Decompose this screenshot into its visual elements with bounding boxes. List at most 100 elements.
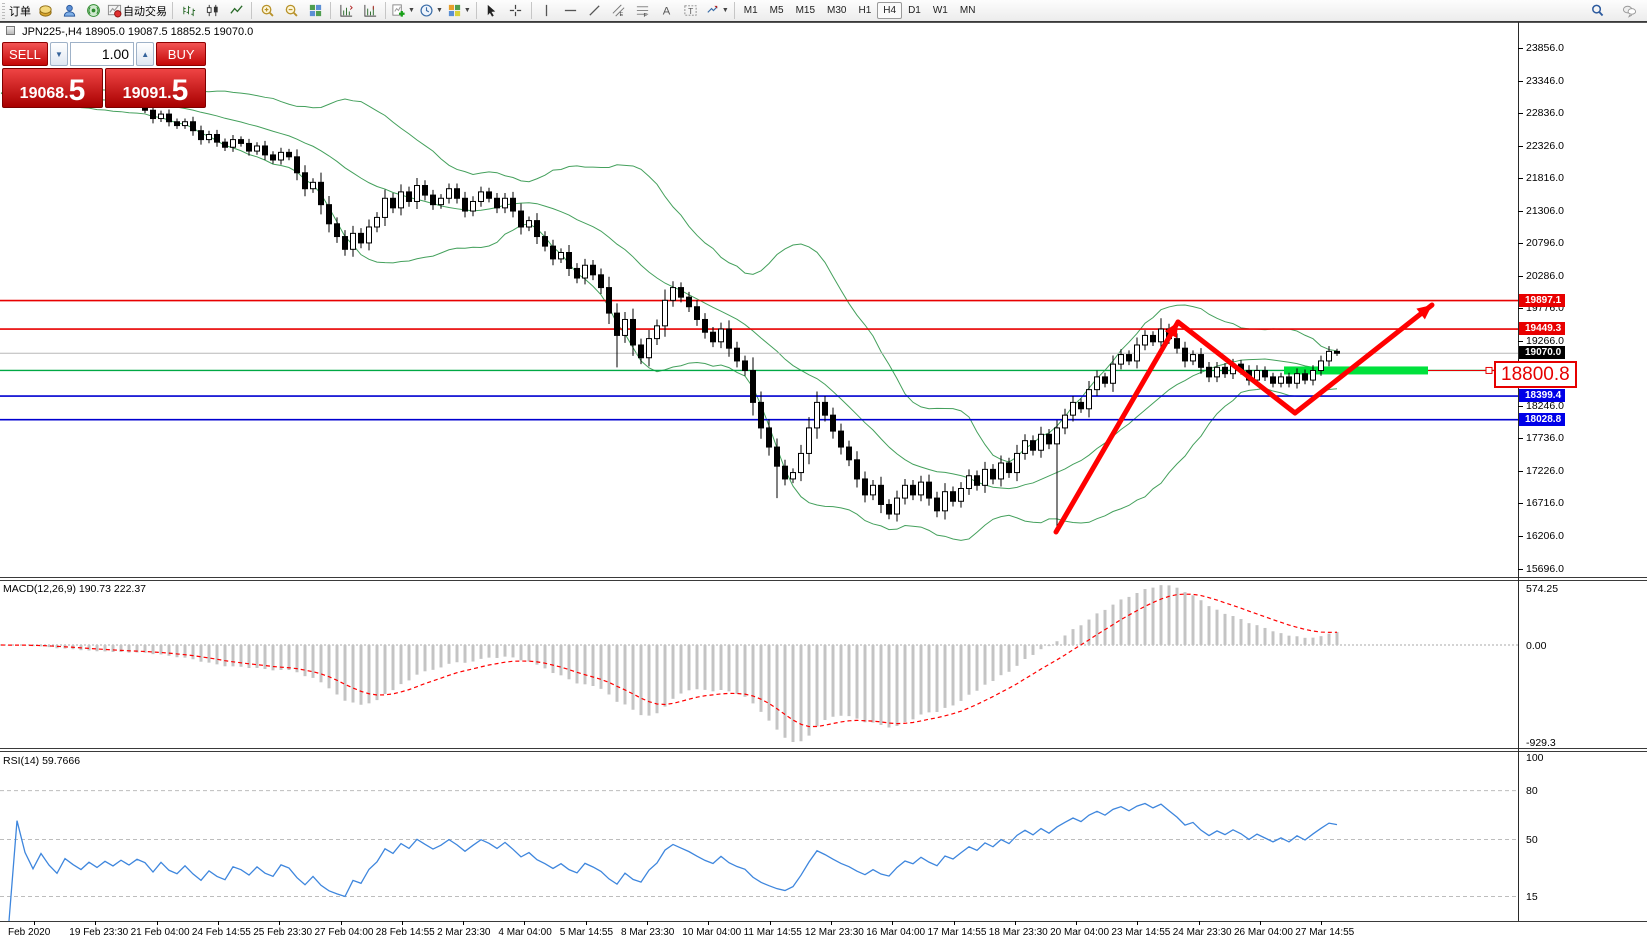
zoom-in-button[interactable]	[255, 1, 279, 20]
time-tick-mark	[340, 921, 342, 925]
price-tick: 18246.0	[1526, 399, 1564, 412]
toolbar-divider	[0, 21, 1647, 22]
label-button[interactable]: T	[679, 1, 703, 20]
price-tick: 19266.0	[1526, 334, 1564, 347]
price-tick-mark	[1518, 178, 1523, 180]
order-button[interactable]: 订单	[7, 1, 33, 20]
price-tick: 23346.0	[1526, 74, 1564, 87]
toolbar-separator	[172, 2, 173, 19]
macd-histogram	[7, 585, 1339, 742]
timeframe-m5[interactable]: M5	[769, 5, 784, 16]
support-highlight-bar[interactable]	[1284, 366, 1428, 375]
trend-arrows[interactable]	[1164, 305, 1432, 338]
sell-price-main: 19068	[19, 85, 65, 102]
time-label: 24 Feb 14:55	[191, 927, 251, 938]
time-tick-mark	[830, 921, 832, 925]
clock-icon	[419, 3, 434, 18]
timeframe-mn[interactable]: MN	[959, 5, 976, 16]
vertical-line-button[interactable]	[535, 1, 559, 20]
price-callout-18800[interactable]: 18800.8	[1494, 361, 1577, 388]
price-tick: 15696.0	[1526, 562, 1564, 575]
price-tick: 16716.0	[1526, 497, 1564, 510]
channel-icon: E	[611, 3, 626, 18]
templates-button[interactable]: ▼	[445, 1, 473, 20]
channel-button[interactable]: E	[607, 1, 631, 20]
price-tick: 17736.0	[1526, 432, 1564, 445]
dropdown-caret-icon[interactable]: ▼	[463, 7, 471, 14]
autotrade-button[interactable]: 自动交易	[105, 1, 169, 20]
price-tick: 21816.0	[1526, 172, 1564, 185]
periods-button[interactable]: ▼	[417, 1, 445, 20]
signals-button[interactable]	[81, 1, 105, 20]
time-tick-mark	[524, 921, 526, 925]
dropdown-caret-icon[interactable]: ▼	[435, 7, 443, 14]
new-chart-icon	[391, 3, 406, 18]
price-tick-mark	[1518, 568, 1523, 570]
timeframe-w1[interactable]: W1	[932, 5, 948, 16]
callout-anchor	[1485, 366, 1493, 374]
timeframe-d1[interactable]: D1	[908, 5, 921, 16]
candle-chart-button[interactable]	[200, 1, 224, 20]
sell-price-pip: 5	[68, 74, 86, 107]
time-label: 4 Mar 04:00	[498, 927, 552, 938]
deposit-icon-button[interactable]	[33, 1, 57, 20]
indicator-window2-button[interactable]	[358, 1, 382, 20]
time-tick-mark	[1321, 921, 1323, 925]
bar-chart-button[interactable]	[176, 1, 200, 20]
time-label: 8 Mar 23:30	[621, 927, 675, 938]
trendline-button[interactable]	[583, 1, 607, 20]
shapes-button[interactable]: ▼	[703, 1, 731, 20]
zoom-out-button[interactable]	[279, 1, 303, 20]
timeframe-h1[interactable]: H1	[858, 5, 872, 16]
search-button[interactable]	[1585, 1, 1609, 20]
time-label: 25 Feb 23:30	[253, 927, 313, 938]
timeframe-m1[interactable]: M1	[743, 5, 758, 16]
price-level-label-18399.4: 18399.4	[1519, 389, 1566, 403]
volume-increase-button[interactable]: ▲	[136, 42, 155, 66]
timeframe-m30[interactable]: M30	[827, 5, 847, 16]
timeframe-h4[interactable]: H4	[877, 2, 903, 19]
time-label: 21 Feb 04:00	[130, 927, 190, 938]
tile-windows-button[interactable]	[303, 1, 327, 20]
dropdown-caret-icon[interactable]: ▼	[721, 7, 729, 14]
crosshair-button[interactable]	[504, 1, 528, 20]
price-tick: 21306.0	[1526, 204, 1564, 217]
time-label: 18 Mar 23:30	[988, 927, 1048, 938]
dropdown-caret-icon[interactable]: ▼	[408, 7, 415, 14]
price-tick-mark	[1518, 470, 1523, 472]
time-label: 27 Feb 04:00	[314, 927, 374, 938]
line-chart-button[interactable]	[224, 1, 248, 20]
time-tick-mark	[95, 921, 97, 925]
fibonacci-button[interactable]: F	[631, 1, 655, 20]
new-chart-button[interactable]: ▼	[389, 1, 417, 20]
macd-axis-label: -929.3	[1526, 737, 1556, 749]
indicator-window-button[interactable]	[334, 1, 358, 20]
price-tick-mark	[1518, 405, 1523, 407]
chat-button[interactable]	[1617, 1, 1641, 20]
cursor-button[interactable]	[480, 1, 504, 20]
price-level-label-19897.1: 19897.1	[1519, 293, 1566, 307]
ind2-icon	[363, 3, 378, 18]
main-macd-separator[interactable]	[0, 577, 1647, 578]
horizontal-line-button[interactable]	[559, 1, 583, 20]
buy-price-main: 19091	[122, 85, 168, 102]
buy-button[interactable]: BUY	[156, 42, 206, 66]
volume-decrease-button[interactable]: ▼	[49, 42, 69, 66]
community-button[interactable]	[57, 1, 81, 20]
volume-input[interactable]	[70, 42, 135, 66]
price-tick: 20286.0	[1526, 269, 1564, 282]
buy-price-display[interactable]: 19091. 5	[105, 68, 206, 108]
sell-button[interactable]: SELL	[2, 42, 48, 66]
toolbar-separator	[385, 2, 386, 19]
autotrade-icon	[107, 3, 122, 18]
macd-signal-line	[0, 593, 1338, 728]
sell-price-display[interactable]: 19068. 5	[2, 68, 103, 108]
macd-rsi-separator[interactable]	[0, 748, 1647, 749]
price-tick-mark	[1518, 243, 1523, 245]
timeframe-m15[interactable]: M15	[795, 5, 816, 16]
template-icon	[447, 3, 462, 18]
text-button[interactable]: A	[655, 1, 679, 20]
chat-icon	[1622, 3, 1637, 18]
